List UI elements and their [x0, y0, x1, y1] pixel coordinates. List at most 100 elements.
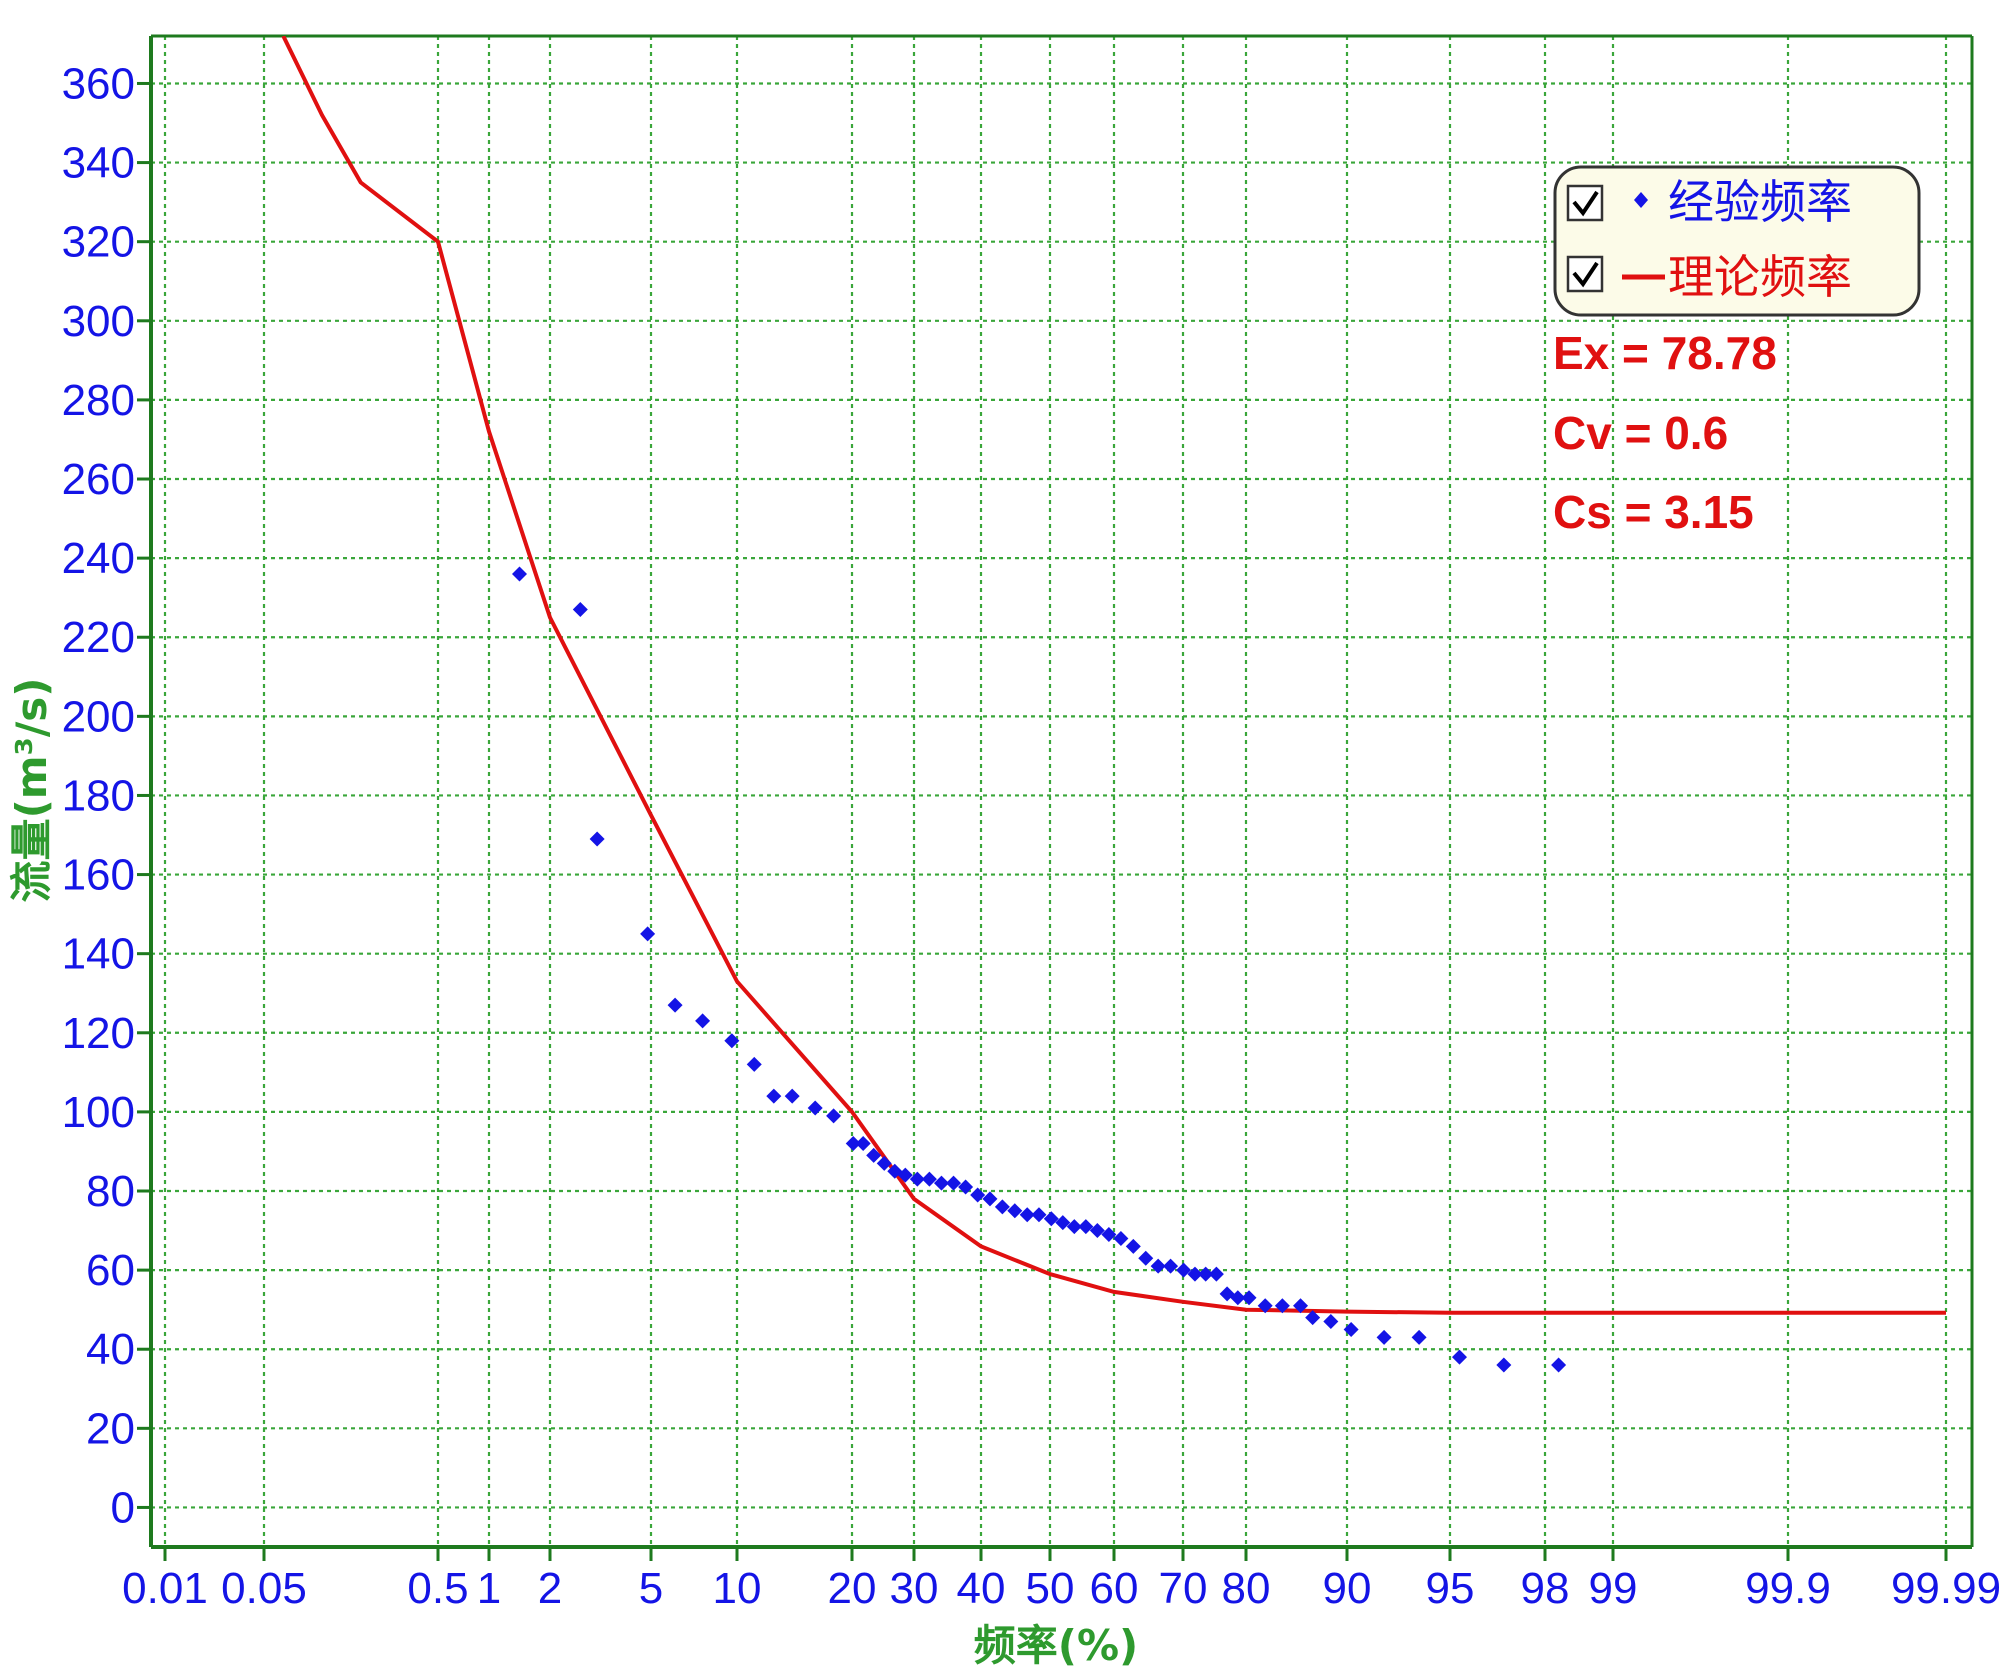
x-tick-label: 99.99 — [1891, 1564, 2000, 1613]
x-tick-label: 0.05 — [221, 1564, 307, 1613]
empirical-point — [845, 1136, 861, 1152]
theory-frequency-line — [281, 36, 1946, 1315]
empirical-point — [695, 1013, 711, 1029]
empirical-point — [855, 1136, 871, 1152]
x-tick-label: 20 — [828, 1564, 877, 1613]
y-tick-label: 40 — [86, 1325, 135, 1374]
legend-label-1: 理论频率 — [1668, 250, 1852, 304]
empirical-point — [866, 1147, 882, 1163]
empirical-point — [1066, 1219, 1082, 1235]
y-axis-title: 流量(m³/s) — [7, 678, 56, 903]
empirical-point — [1089, 1223, 1105, 1239]
x-tick-label: 0.01 — [122, 1564, 208, 1613]
empirical-point — [1241, 1290, 1257, 1306]
x-tick-label: 2 — [538, 1564, 562, 1613]
empirical-point — [933, 1175, 949, 1191]
x-tick-label: 95 — [1426, 1564, 1475, 1613]
empirical-point — [1305, 1310, 1321, 1326]
empirical-point — [640, 926, 656, 942]
x-tick-label: 10 — [713, 1564, 762, 1613]
x-tick-label: 60 — [1090, 1564, 1139, 1613]
y-tick-label: 180 — [62, 771, 135, 820]
y-tick-label: 360 — [62, 59, 135, 108]
empirical-point — [572, 602, 588, 618]
empirical-point — [746, 1056, 762, 1072]
y-tick-label: 260 — [62, 455, 135, 504]
empirical-point — [1551, 1357, 1567, 1373]
empirical-point — [958, 1179, 974, 1195]
empirical-point — [1150, 1258, 1166, 1274]
empirical-point — [897, 1167, 913, 1183]
empirical-point — [1138, 1250, 1154, 1266]
empirical-point — [946, 1175, 962, 1191]
empirical-point — [1101, 1227, 1117, 1243]
x-tick-label: 80 — [1222, 1564, 1271, 1613]
empirical-point — [1125, 1238, 1141, 1254]
x-tick-label: 70 — [1159, 1564, 1208, 1613]
empirical-point — [1293, 1298, 1309, 1314]
y-tick-label: 120 — [62, 1009, 135, 1058]
plot-axes — [149, 34, 1974, 1549]
param-ex: Ex = 78.78 — [1553, 327, 1777, 379]
empirical-point — [1043, 1211, 1059, 1227]
x-tick-label: 99 — [1589, 1564, 1638, 1613]
param-cs: Cs = 3.15 — [1553, 486, 1754, 538]
empirical-point — [1163, 1258, 1179, 1274]
y-tick-label: 220 — [62, 613, 135, 662]
empirical-point — [1323, 1314, 1339, 1330]
empirical-point — [724, 1033, 740, 1049]
empirical-point — [1113, 1230, 1129, 1246]
y-tick-label: 80 — [86, 1167, 135, 1216]
x-tick-label: 40 — [957, 1564, 1006, 1613]
empirical-point — [982, 1191, 998, 1207]
y-tick-label: 340 — [62, 139, 135, 188]
empirical-point — [1187, 1266, 1203, 1282]
empirical-point — [1257, 1298, 1273, 1314]
y-tick-label: 240 — [62, 534, 135, 583]
empirical-point — [1031, 1207, 1047, 1223]
legend: 经验频率 理论频率 — [1553, 165, 1921, 317]
x-tick-label: 90 — [1323, 1564, 1372, 1613]
y-tick-label: 320 — [62, 218, 135, 267]
empirical-point — [1055, 1215, 1071, 1231]
y-tick-label: 20 — [86, 1404, 135, 1453]
empirical-point — [1411, 1329, 1427, 1345]
empirical-point — [1019, 1207, 1035, 1223]
y-tick-label: 60 — [86, 1246, 135, 1295]
empirical-point — [1452, 1349, 1467, 1365]
empirical-point — [512, 566, 527, 582]
empirical-point — [909, 1171, 925, 1187]
empirical-point — [1496, 1357, 1512, 1373]
empirical-point — [921, 1171, 937, 1187]
x-tick-label: 1 — [477, 1564, 501, 1613]
y-tick-label: 280 — [62, 376, 135, 425]
empirical-point — [1198, 1266, 1214, 1282]
empirical-point — [970, 1187, 986, 1203]
empirical-points-group — [512, 566, 1567, 1373]
y-tick-label: 160 — [62, 851, 135, 900]
empirical-point — [1230, 1290, 1246, 1306]
empirical-point — [1343, 1321, 1359, 1337]
y-tick-label: 300 — [62, 297, 135, 346]
empirical-point — [994, 1199, 1010, 1215]
x-tick-label: 50 — [1026, 1564, 1075, 1613]
empirical-point — [826, 1108, 842, 1124]
empirical-point — [1376, 1329, 1392, 1345]
x-tick-label: 30 — [890, 1564, 939, 1613]
diamond-marker-icon — [1634, 192, 1648, 208]
x-tick-labels: 0.01 0.05 0.5 1 2 5 10 20 30 40 50 60 70 80 90 95 98 99 99… — [122, 1547, 2000, 1613]
x-axis-title: 频率(%) — [974, 1621, 1138, 1670]
y-tick-label: 100 — [62, 1088, 135, 1137]
y-tick-labels: 0 20 40 60 80 100 120 140 160 180 200 220 240 260 280 3… — [62, 59, 151, 1532]
y-tick-label: 140 — [62, 930, 135, 979]
grid-lines — [151, 36, 1972, 1547]
empirical-point — [766, 1088, 782, 1104]
x-tick-label: 5 — [639, 1564, 663, 1613]
x-tick-label: 0.5 — [407, 1564, 468, 1613]
legend-label-0: 经验频率 — [1668, 175, 1852, 229]
empirical-point — [807, 1100, 823, 1116]
y-tick-label: 200 — [62, 692, 135, 741]
empirical-point — [1208, 1266, 1224, 1282]
y-tick-label: 0 — [111, 1483, 135, 1532]
